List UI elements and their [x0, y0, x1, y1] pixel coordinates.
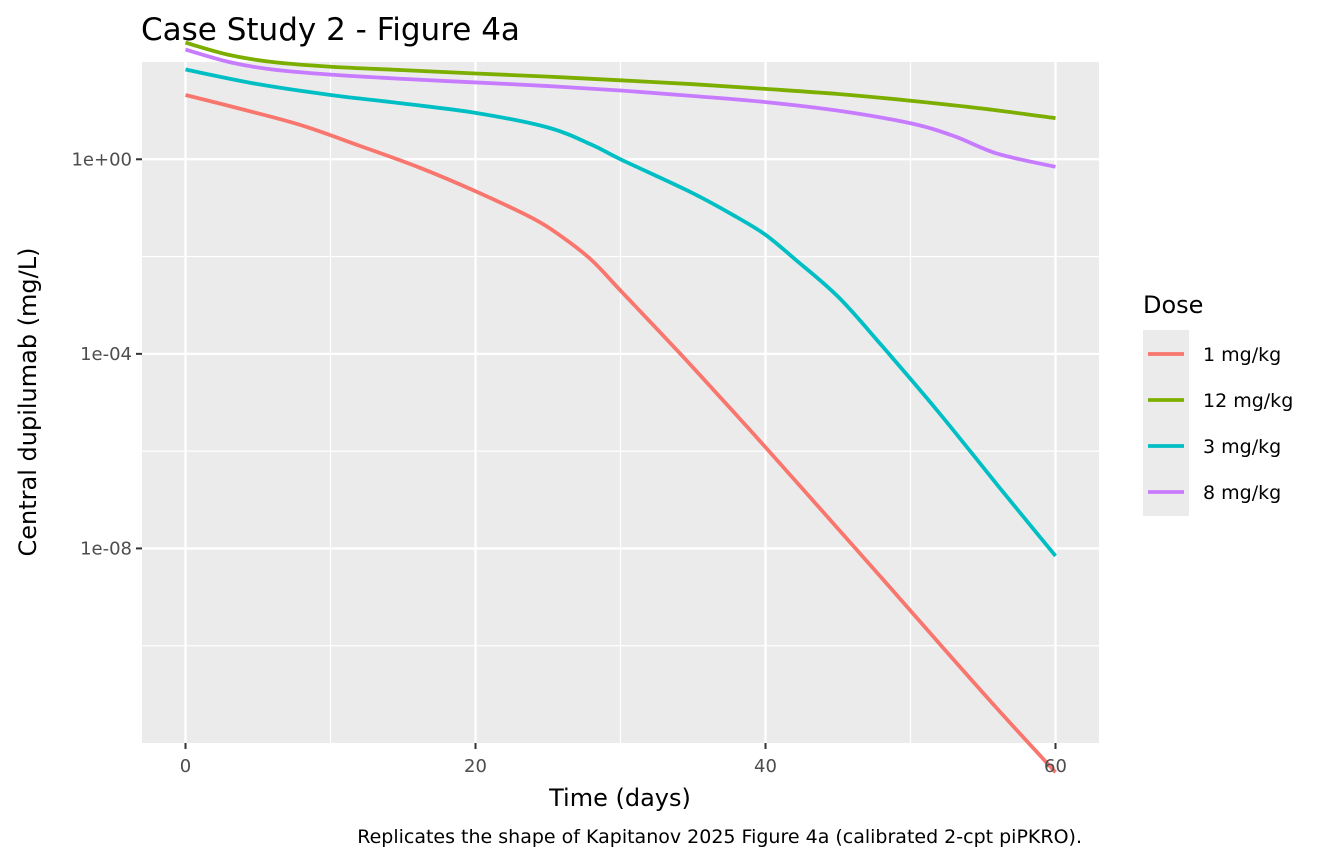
chart-title: Case Study 2 - Figure 4a: [141, 12, 520, 48]
legend-title: Dose: [1143, 291, 1203, 319]
series-line-1-mg-kg: [185, 93, 1057, 774]
y-tick-label: 1e-04: [80, 344, 132, 365]
x-axis-ticks: 0 20 40 60: [180, 743, 1067, 777]
x-tick-label: 60: [1044, 756, 1067, 777]
legend-label-1-mg-kg: 1 mg/kg: [1203, 344, 1281, 366]
y-axis-title: Central dupilumab (mg/L): [14, 248, 42, 557]
x-axis-title: Time (days): [548, 784, 691, 812]
chart-caption: Replicates the shape of Kapitanov 2025 F…: [357, 826, 1082, 848]
series-line-3-mg-kg: [185, 67, 1057, 558]
x-tick-label: 20: [464, 756, 487, 777]
y-axis-ticks: 1e+00 1e-04 1e-08: [71, 149, 142, 559]
series-line-8-mg-kg: [184, 47, 1056, 169]
x-tick-label: 40: [754, 756, 777, 777]
legend-label-12-mg-kg: 12 mg/kg: [1203, 390, 1293, 412]
series-line-12-mg-kg: [184, 40, 1056, 121]
y-tick-label: 1e-08: [80, 538, 132, 559]
legend-label-3-mg-kg: 3 mg/kg: [1203, 436, 1281, 458]
y-tick-label: 1e+00: [71, 149, 132, 170]
legend-items: 1 mg/kg 12 mg/kg 3 mg/kg 8 mg/kg: [1148, 344, 1293, 504]
legend-key-background: [1143, 330, 1189, 516]
legend: Dose 1 mg/kg 12 mg/kg 3 mg/kg 8 mg/kg: [1143, 291, 1293, 516]
legend-label-8-mg-kg: 8 mg/kg: [1203, 482, 1281, 504]
series-lines: [184, 40, 1057, 774]
x-tick-label: 0: [180, 756, 191, 777]
